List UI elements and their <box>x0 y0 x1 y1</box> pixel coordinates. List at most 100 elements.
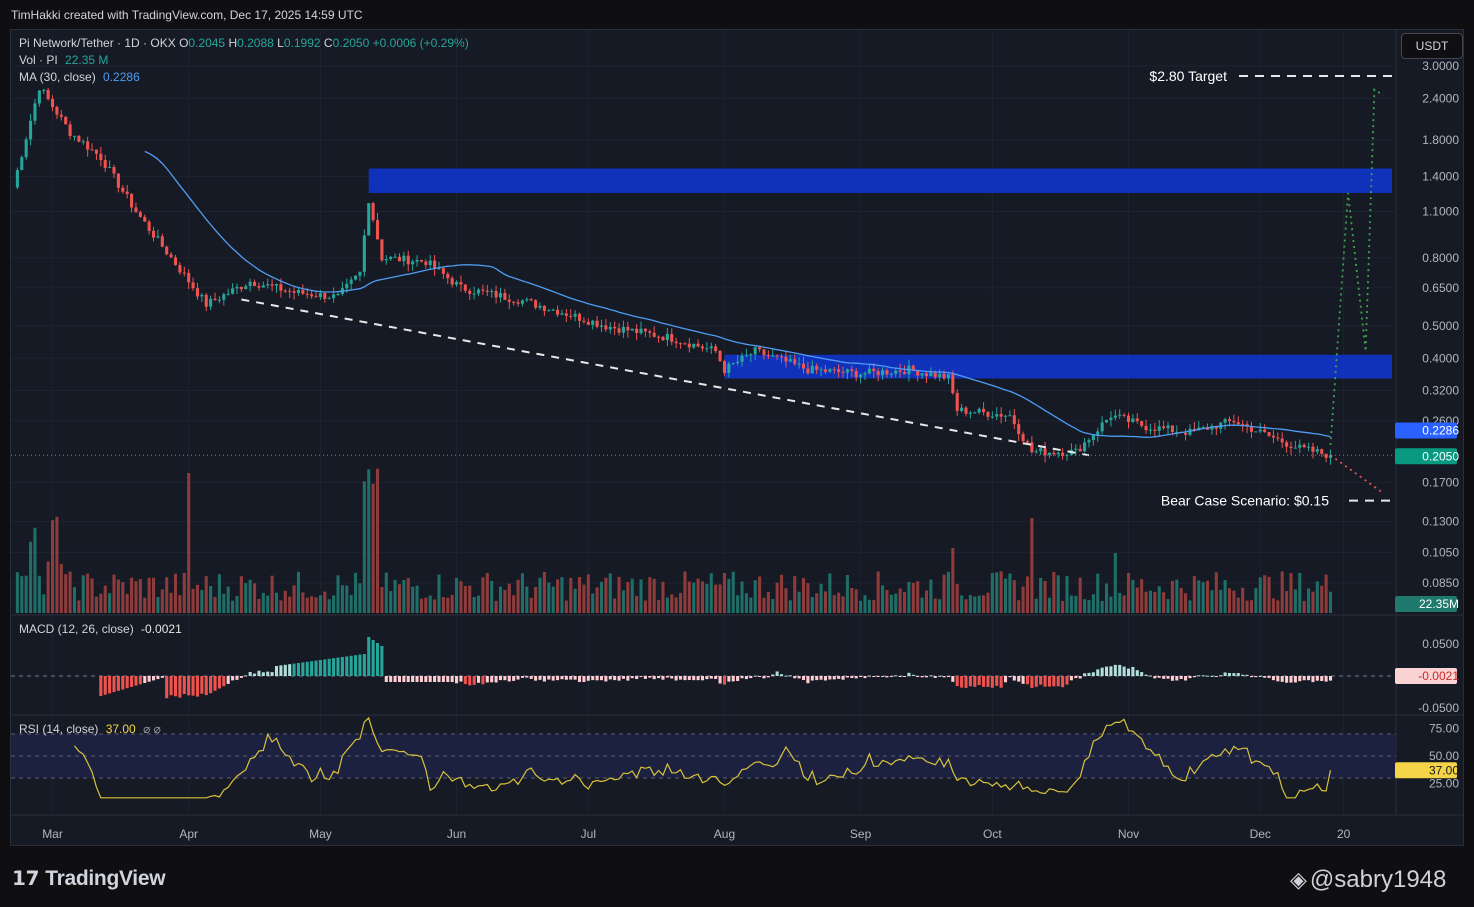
price-tick-label: 0.1050 <box>1422 545 1459 559</box>
candle-body <box>837 369 841 372</box>
volume-bar <box>850 588 854 613</box>
macd-bar <box>837 676 841 679</box>
bear-case-label: Bear Case Scenario: $0.15 <box>1161 493 1329 509</box>
candle-body <box>384 259 388 261</box>
volume-bar <box>226 586 230 613</box>
candle-body <box>1144 425 1148 431</box>
candle-body <box>595 320 599 327</box>
candle-body <box>191 282 195 289</box>
volume-bar <box>1052 571 1056 613</box>
candle-body <box>951 374 955 394</box>
volume-bar <box>657 599 661 613</box>
candle-body <box>731 362 735 364</box>
watermark-text: @sabry1948 <box>1309 866 1447 893</box>
volume-bar <box>722 572 726 613</box>
macd-bar <box>1328 676 1333 681</box>
candle-body <box>485 290 489 292</box>
candle-body <box>455 282 459 285</box>
macd-bar <box>951 676 955 682</box>
volume-bar <box>503 589 507 613</box>
volume-bar <box>534 586 538 613</box>
candle-body <box>1289 446 1293 448</box>
volume-bar <box>727 578 731 613</box>
volume-bar <box>200 590 204 613</box>
rsi-tick: 75.00 <box>1429 722 1459 736</box>
macd-bar <box>248 671 252 676</box>
macd-bar <box>995 676 999 686</box>
volume-bar <box>1021 586 1025 613</box>
volume-bar <box>314 597 318 613</box>
volume-bar <box>301 592 305 613</box>
volume-value: 22.35 M <box>65 53 109 67</box>
candle-body <box>50 98 55 108</box>
symbol-legend: Pi Network/Tether · 1D · OKX O0.2045 H0.… <box>19 36 469 50</box>
candle-body <box>630 328 634 331</box>
volume-bar <box>599 581 604 613</box>
candle-body <box>692 343 696 348</box>
volume-bar <box>700 581 705 613</box>
price-tick-label: 1.1000 <box>1422 205 1459 219</box>
candle-body <box>81 141 85 143</box>
brand-label: TradingView <box>45 867 166 890</box>
candle-body <box>916 370 920 376</box>
volume-bar <box>1030 518 1034 613</box>
candle-body <box>679 343 683 345</box>
macd-bar <box>191 676 195 696</box>
volume-bar <box>1065 575 1069 613</box>
volume-bar <box>591 593 595 613</box>
volume-bar <box>753 580 757 613</box>
volume-bar <box>1307 588 1311 613</box>
volume-bar <box>1170 580 1174 613</box>
volume-bar <box>1144 591 1148 613</box>
macd-bar <box>823 676 828 681</box>
tradingview-brand[interactable]: 𝟭𝟳 TradingView <box>12 866 166 891</box>
time-label: Jun <box>447 827 466 841</box>
macd-bar <box>143 676 147 683</box>
price-chart[interactable]: $2.80 Target Bear Case Scenario: $0.15 3.0… <box>11 30 1463 845</box>
macd-bar <box>1179 676 1183 679</box>
macd-bar <box>160 676 164 678</box>
candle-body <box>305 293 309 295</box>
macd-bar <box>1153 676 1157 679</box>
candle-body <box>973 412 977 414</box>
volume-bar <box>964 599 968 613</box>
macd-bar <box>1241 674 1245 676</box>
volume-bar <box>239 576 243 613</box>
macd-bar <box>863 676 867 679</box>
candle-body <box>450 278 454 285</box>
candle-body <box>468 290 472 294</box>
volume-bar <box>428 595 432 613</box>
candle-body <box>160 236 164 247</box>
candle-body <box>1276 437 1280 439</box>
macd-bar <box>121 676 125 690</box>
currency-button[interactable]: USDT <box>1401 33 1463 59</box>
macd-bar <box>1122 666 1126 676</box>
macd-bar <box>1232 673 1236 676</box>
macd-bar <box>195 676 199 697</box>
macd-bar <box>946 676 950 678</box>
candle-body <box>1263 429 1267 433</box>
macd-bar <box>1030 676 1034 688</box>
candle-body <box>1157 426 1161 431</box>
volume-bar <box>270 575 274 613</box>
candle-body <box>472 293 476 295</box>
macd-bar <box>1140 672 1144 676</box>
candle-body <box>564 313 568 316</box>
volume-bar <box>103 585 107 613</box>
macd-bar <box>1113 664 1117 676</box>
volume-bar <box>968 594 972 613</box>
macd-bar <box>182 676 186 695</box>
macd-bar <box>226 676 230 684</box>
macd-bar <box>138 676 142 685</box>
candle-body <box>569 315 573 317</box>
candle-body <box>613 326 617 329</box>
time-label: May <box>309 827 332 841</box>
candle-body <box>1140 421 1144 426</box>
volume-bar <box>1210 590 1214 613</box>
macd-bar <box>130 676 134 687</box>
rsi-label: RSI (14, close) <box>19 722 99 736</box>
chart-frame[interactable]: $2.80 Target Bear Case Scenario: $0.15 3.0… <box>10 29 1464 846</box>
macd-bar <box>564 676 568 680</box>
macd-bar <box>1302 676 1306 681</box>
volume-bar <box>999 571 1003 613</box>
